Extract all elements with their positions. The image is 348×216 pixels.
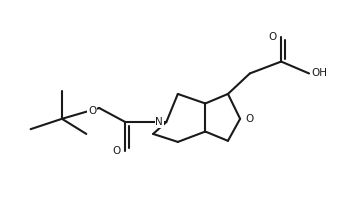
Text: O: O — [112, 146, 120, 156]
Text: O: O — [88, 106, 96, 116]
Text: N: N — [156, 117, 163, 127]
Text: O: O — [245, 114, 253, 124]
Text: O: O — [268, 32, 276, 42]
Text: OH: OH — [311, 68, 327, 78]
